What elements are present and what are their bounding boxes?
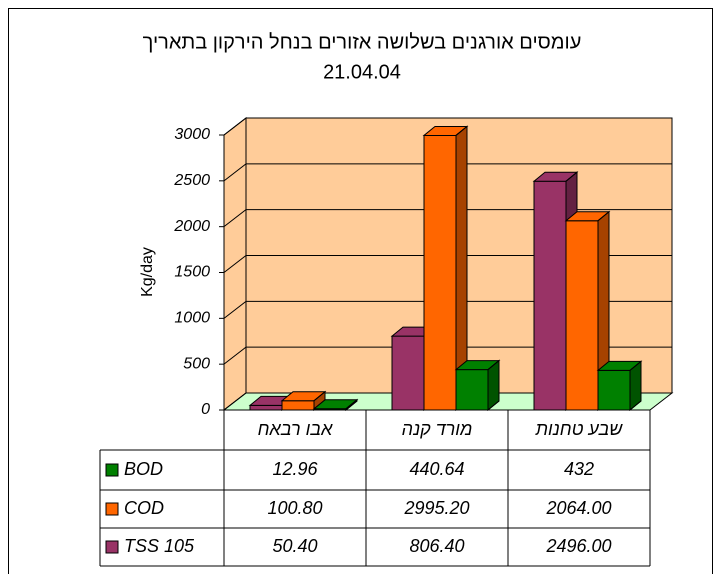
table-value: 806.40 <box>409 536 464 556</box>
table-value: 50.40 <box>272 536 317 556</box>
chart-subtitle: 21.04.04 <box>323 61 401 83</box>
bar <box>597 369 631 411</box>
legend-label: TSS 105 <box>124 536 195 556</box>
y-tick-label: 0 <box>201 401 210 418</box>
chart-title: עומסים אורגנים בשלושה אזורים בנחל הירקון… <box>143 31 582 53</box>
table-value: 440.64 <box>409 459 464 479</box>
bar <box>391 335 425 411</box>
table-value: 12.96 <box>272 459 318 479</box>
bar <box>423 134 457 411</box>
bar-side-shade <box>629 360 642 412</box>
legend-key <box>105 463 119 477</box>
bar <box>281 400 315 411</box>
table-value: 2995.20 <box>403 498 469 518</box>
table-value: 2064.00 <box>545 498 611 518</box>
legend-label: COD <box>124 498 164 518</box>
x-tick-label: אבו רבאח <box>258 419 333 439</box>
legend-key <box>105 540 119 554</box>
grid-line <box>223 255 672 273</box>
table-value: 2496.00 <box>545 536 611 556</box>
bar <box>455 369 489 411</box>
y-tick-label: 1000 <box>174 310 210 327</box>
grid-line <box>223 209 672 228</box>
legend-label: BOD <box>124 459 163 479</box>
y-tick-label: 2500 <box>173 172 210 189</box>
y-axis-label: Kg/day <box>139 247 156 297</box>
y-tick-label: 500 <box>183 355 210 372</box>
grid-line <box>223 392 672 411</box>
x-tick-label: שבע טחנות <box>535 419 624 439</box>
table-value: 100.80 <box>267 498 322 518</box>
legend-key <box>105 502 119 516</box>
grid-line <box>223 163 672 182</box>
y-tick-label: 1500 <box>174 264 210 281</box>
x-tick-label: מורד קנה <box>402 419 473 439</box>
bar <box>249 404 283 411</box>
grid-line <box>223 300 672 319</box>
table-value: 432 <box>564 459 594 479</box>
bar-side-shade <box>487 359 500 412</box>
grid-line <box>223 346 672 365</box>
bar <box>533 180 567 411</box>
bar <box>565 220 599 411</box>
y-tick-label: 2000 <box>173 218 210 235</box>
grid-line <box>223 117 672 136</box>
y-tick-label: 3000 <box>174 126 210 143</box>
